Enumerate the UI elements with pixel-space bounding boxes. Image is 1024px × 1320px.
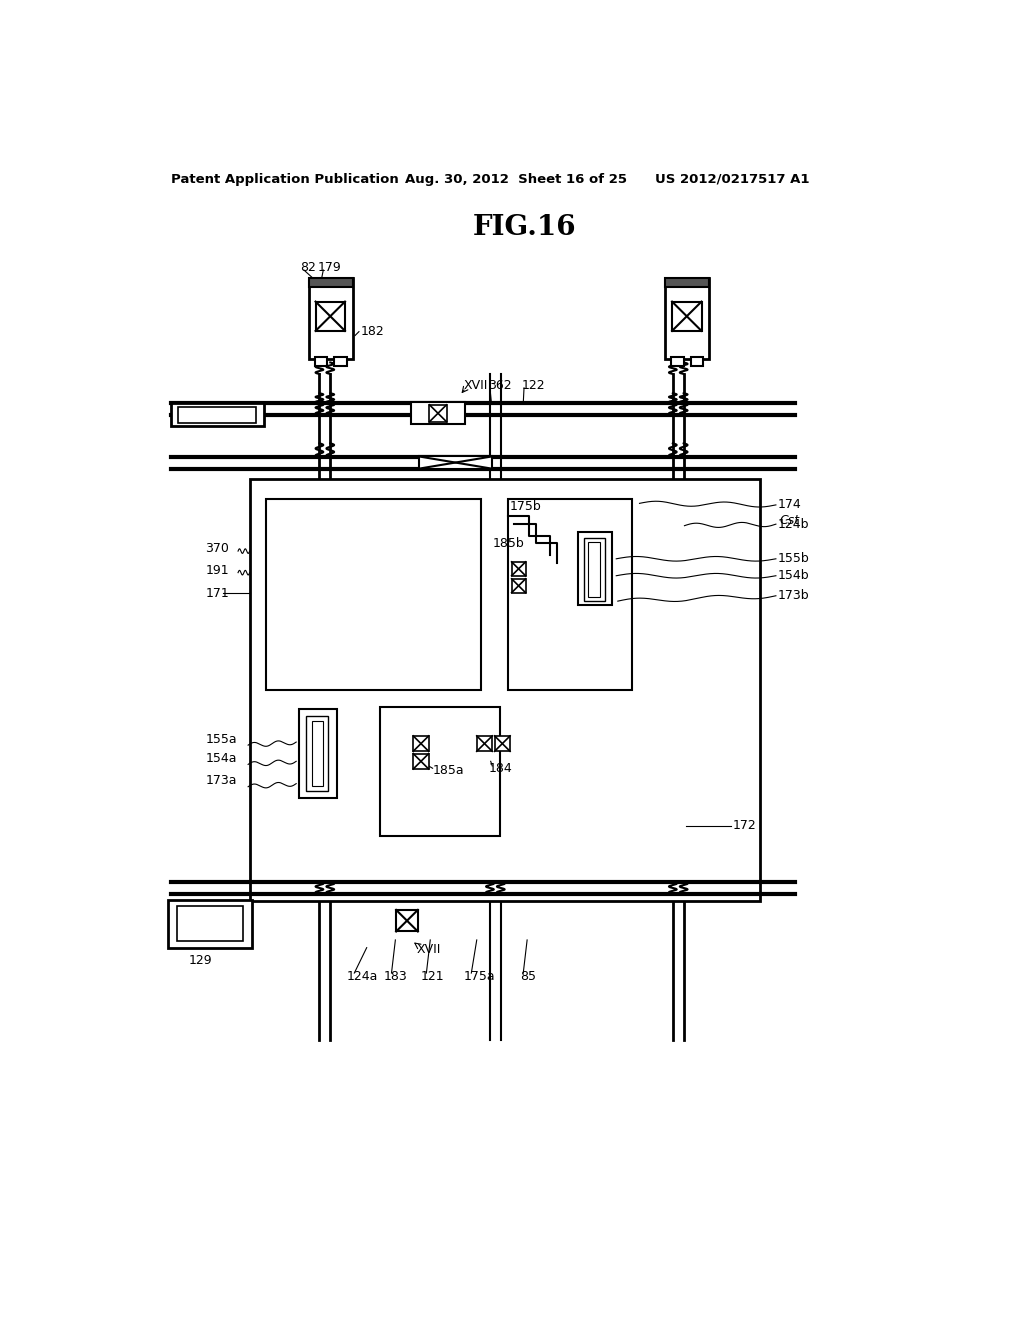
Bar [665,277,710,286]
Text: Cst: Cst [779,513,800,527]
Text: 175b: 175b [510,500,542,513]
Bar [177,906,244,941]
Bar [508,499,632,689]
Bar [414,754,429,770]
Bar [578,532,612,605]
Text: 155a: 155a [206,733,238,746]
Text: 185b: 185b [493,537,524,550]
Bar [396,909,418,932]
Bar [419,457,493,469]
Bar [178,407,256,422]
Text: XVII: XVII [417,942,441,956]
Text: 191: 191 [206,564,229,577]
Text: FIG.16: FIG.16 [473,214,577,242]
Text: 122: 122 [521,379,546,392]
Text: 185a: 185a [432,764,464,777]
Text: Aug. 30, 2012  Sheet 16 of 25: Aug. 30, 2012 Sheet 16 of 25 [406,173,628,186]
Bar [334,358,346,367]
Text: 172: 172 [732,820,757,833]
Bar [672,302,701,331]
Bar [495,737,510,751]
Text: 174: 174 [777,499,801,511]
Text: 154b: 154b [777,569,809,582]
Bar [314,358,328,367]
Text: 173a: 173a [206,774,237,787]
Bar [315,302,345,331]
Bar [512,562,525,576]
Text: 182: 182 [360,325,384,338]
Text: 184: 184 [488,762,512,775]
Text: 171: 171 [206,587,229,601]
Text: 129: 129 [188,954,212,968]
Bar [168,900,252,948]
Text: 154a: 154a [206,752,237,766]
Text: 121: 121 [420,970,443,982]
Text: 155b: 155b [777,552,809,565]
Bar [411,403,465,424]
Bar [672,358,684,367]
Bar [171,404,263,426]
Text: 175a: 175a [464,970,496,982]
Text: 85: 85 [520,970,537,982]
Bar [429,405,446,422]
Bar [308,277,352,359]
Text: 82: 82 [300,261,316,275]
Bar [690,358,703,367]
Bar [311,721,323,785]
Text: 124a: 124a [346,970,378,982]
Bar [477,737,493,751]
Bar [251,479,761,902]
Bar [665,277,710,359]
Bar [589,543,600,598]
Bar [308,277,352,286]
Text: 179: 179 [317,261,342,275]
Bar [584,539,605,601]
Text: 173b: 173b [777,589,809,602]
Bar [266,499,481,689]
Bar [306,715,328,792]
Text: 124b: 124b [777,517,809,531]
Text: 370: 370 [206,543,229,556]
Bar [414,737,429,751]
Text: US 2012/0217517 A1: US 2012/0217517 A1 [655,173,810,186]
Text: 183: 183 [384,970,408,982]
Text: 362: 362 [487,379,511,392]
Text: Patent Application Publication: Patent Application Publication [171,173,398,186]
Bar [299,709,337,797]
Bar [380,706,500,836]
Bar [512,578,525,593]
Text: XVII: XVII [464,379,488,392]
